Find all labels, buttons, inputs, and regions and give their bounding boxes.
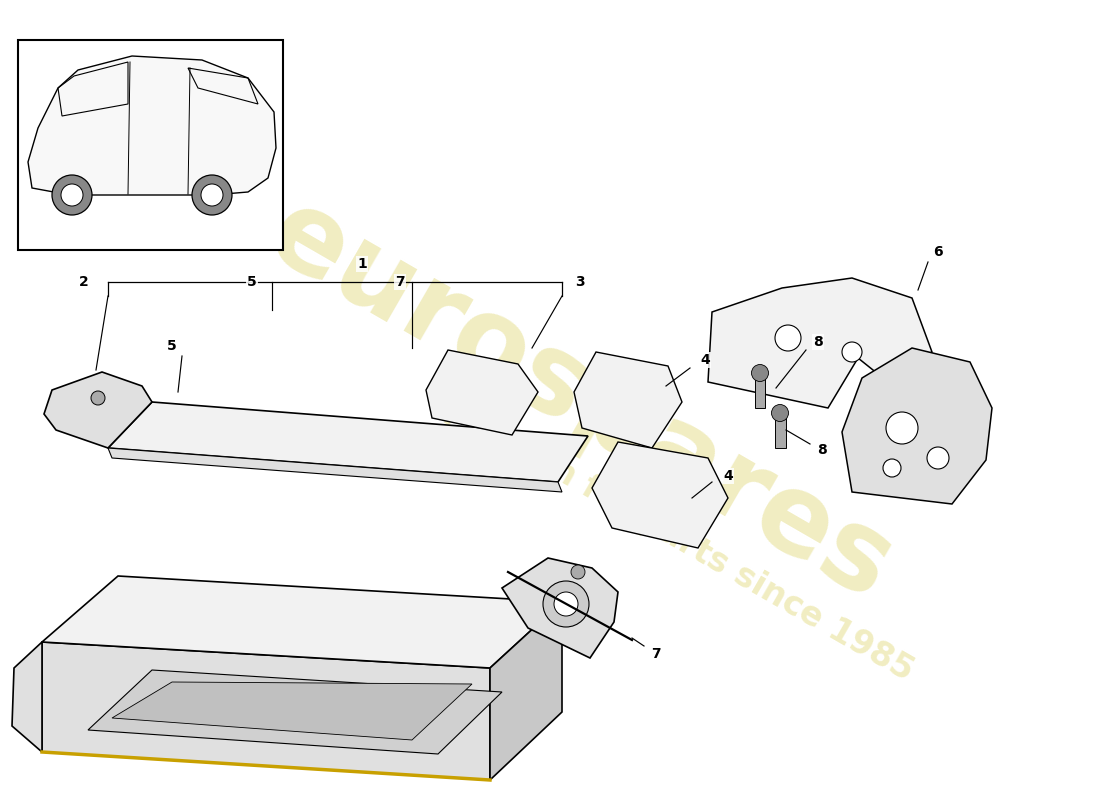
- Polygon shape: [502, 558, 618, 658]
- Circle shape: [52, 175, 92, 215]
- Circle shape: [883, 459, 901, 477]
- Polygon shape: [44, 372, 152, 448]
- Text: 7: 7: [395, 275, 405, 289]
- Polygon shape: [426, 350, 538, 435]
- Polygon shape: [490, 602, 562, 780]
- Text: 4: 4: [700, 353, 710, 367]
- Text: 5: 5: [167, 339, 177, 353]
- Circle shape: [886, 412, 918, 444]
- Bar: [18, 40, 283, 250]
- Text: 6: 6: [933, 245, 943, 259]
- Polygon shape: [774, 416, 785, 448]
- Text: eurospares: eurospares: [249, 178, 911, 622]
- Polygon shape: [108, 448, 562, 492]
- Text: 1: 1: [358, 257, 367, 271]
- Circle shape: [776, 325, 801, 351]
- Text: 5: 5: [248, 275, 257, 289]
- Circle shape: [571, 565, 585, 579]
- Polygon shape: [12, 642, 42, 752]
- Polygon shape: [42, 642, 490, 780]
- Circle shape: [771, 405, 789, 422]
- Polygon shape: [108, 402, 588, 482]
- Text: 8: 8: [813, 335, 823, 349]
- Text: 3: 3: [575, 275, 585, 289]
- Text: passion for parts since 1985: passion for parts since 1985: [441, 392, 920, 688]
- Text: 7: 7: [651, 647, 661, 661]
- Text: 2: 2: [79, 275, 89, 289]
- Circle shape: [192, 175, 232, 215]
- Polygon shape: [112, 682, 472, 740]
- Polygon shape: [842, 348, 992, 504]
- Text: 8: 8: [817, 443, 827, 457]
- Circle shape: [60, 184, 82, 206]
- Circle shape: [927, 447, 949, 469]
- Polygon shape: [708, 278, 932, 408]
- Circle shape: [751, 365, 769, 382]
- Polygon shape: [574, 352, 682, 448]
- Circle shape: [554, 592, 578, 616]
- Circle shape: [201, 184, 223, 206]
- Polygon shape: [88, 670, 502, 754]
- Circle shape: [91, 391, 104, 405]
- Polygon shape: [42, 576, 562, 668]
- Polygon shape: [755, 376, 766, 408]
- Polygon shape: [592, 442, 728, 548]
- Circle shape: [842, 342, 862, 362]
- Circle shape: [543, 581, 588, 627]
- Text: 4: 4: [723, 469, 733, 483]
- Polygon shape: [28, 56, 276, 195]
